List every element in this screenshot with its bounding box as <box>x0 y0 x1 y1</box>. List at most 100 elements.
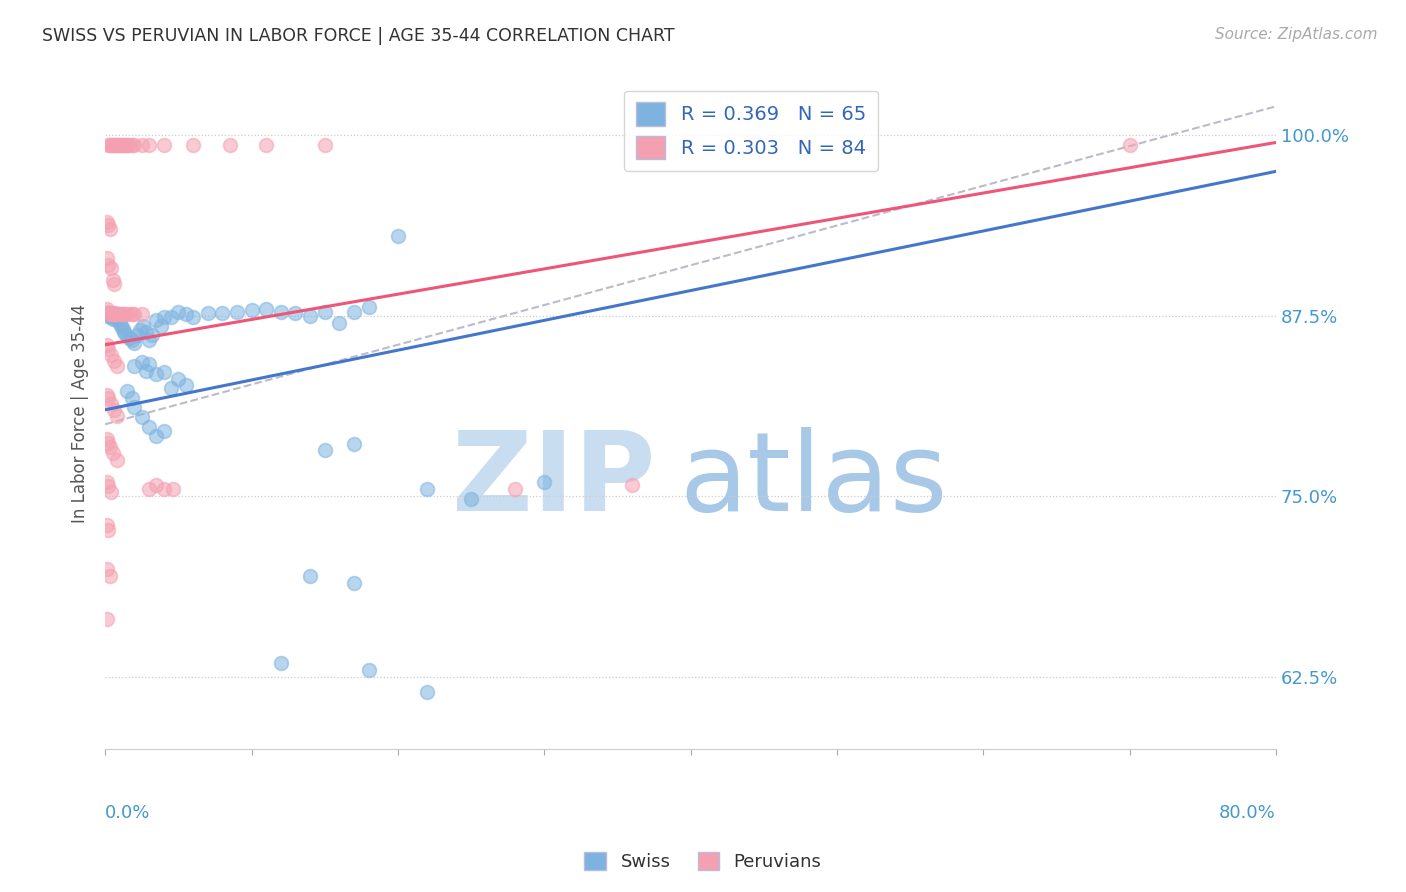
Point <box>110 318 132 333</box>
Point <box>98 222 121 236</box>
Point <box>97 304 120 318</box>
Text: Source: ZipAtlas.com: Source: ZipAtlas.com <box>1215 27 1378 42</box>
Point <box>149 318 172 333</box>
Point <box>135 364 157 378</box>
Point <box>100 261 122 276</box>
Point <box>152 138 174 153</box>
Point <box>96 338 118 352</box>
Point <box>121 334 143 348</box>
Point <box>343 576 366 591</box>
Point <box>145 478 167 492</box>
Point <box>131 307 153 321</box>
Point <box>97 258 120 272</box>
Point <box>343 304 366 318</box>
Y-axis label: In Labor Force | Age 35-44: In Labor Force | Age 35-44 <box>72 304 89 523</box>
Point <box>98 138 121 153</box>
Point <box>299 569 322 583</box>
Point <box>111 138 134 153</box>
Point <box>152 425 174 439</box>
Point <box>121 391 143 405</box>
Point <box>145 313 167 327</box>
Point <box>114 307 136 321</box>
Point <box>152 310 174 325</box>
Point <box>314 443 336 458</box>
Point <box>284 306 307 320</box>
Point <box>129 323 152 337</box>
Point <box>121 307 143 321</box>
Point <box>103 402 125 417</box>
Point <box>98 569 121 583</box>
Point <box>132 318 155 333</box>
Point <box>124 400 146 414</box>
Point <box>357 300 380 314</box>
Point <box>96 251 118 265</box>
Point <box>314 138 336 153</box>
Point <box>96 432 118 446</box>
Point <box>503 482 526 496</box>
Point <box>117 307 139 321</box>
Point <box>460 492 482 507</box>
Point <box>115 138 138 153</box>
Point <box>343 437 366 451</box>
Point <box>117 330 139 344</box>
Point <box>131 409 153 424</box>
Point <box>96 301 118 316</box>
Point <box>533 475 555 489</box>
Legend: Swiss, Peruvians: Swiss, Peruvians <box>578 845 828 879</box>
Point <box>110 138 132 153</box>
Point <box>104 138 127 153</box>
Point <box>270 304 292 318</box>
Point <box>167 304 190 318</box>
Point <box>101 273 124 287</box>
Point <box>138 420 160 434</box>
Point <box>101 446 124 460</box>
Point <box>117 138 139 153</box>
Point <box>357 663 380 677</box>
Point <box>112 325 135 339</box>
Point <box>162 482 184 496</box>
Point <box>96 215 118 229</box>
Point <box>105 359 128 374</box>
Point <box>98 307 121 321</box>
Point <box>211 306 233 320</box>
Point <box>98 307 121 321</box>
Point <box>97 479 120 493</box>
Point <box>100 397 122 411</box>
Point <box>152 482 174 496</box>
Point <box>97 436 120 450</box>
Point <box>97 342 120 356</box>
Point <box>1118 138 1140 153</box>
Point <box>314 304 336 318</box>
Point <box>131 355 153 369</box>
Point <box>104 307 127 321</box>
Point <box>218 138 240 153</box>
Point <box>97 138 120 153</box>
Point <box>254 301 277 316</box>
Point <box>112 307 135 321</box>
Point <box>138 357 160 371</box>
Point <box>174 307 197 321</box>
Point <box>124 138 146 153</box>
Point <box>108 316 131 330</box>
Legend: R = 0.369   N = 65, R = 0.303   N = 84: R = 0.369 N = 65, R = 0.303 N = 84 <box>624 90 877 171</box>
Point <box>96 518 118 533</box>
Point <box>97 306 120 320</box>
Point <box>108 307 131 321</box>
Point <box>101 138 124 153</box>
Point <box>174 378 197 392</box>
Point <box>226 304 249 318</box>
Point <box>103 307 125 321</box>
Point <box>100 138 122 153</box>
Point <box>105 138 128 153</box>
Point <box>96 562 118 576</box>
Point <box>107 310 129 325</box>
Point <box>181 138 204 153</box>
Point <box>111 322 134 336</box>
Point <box>104 309 127 323</box>
Point <box>103 353 125 368</box>
Point <box>97 523 120 537</box>
Point <box>299 309 322 323</box>
Point <box>108 138 131 153</box>
Point <box>254 138 277 153</box>
Point <box>416 684 439 698</box>
